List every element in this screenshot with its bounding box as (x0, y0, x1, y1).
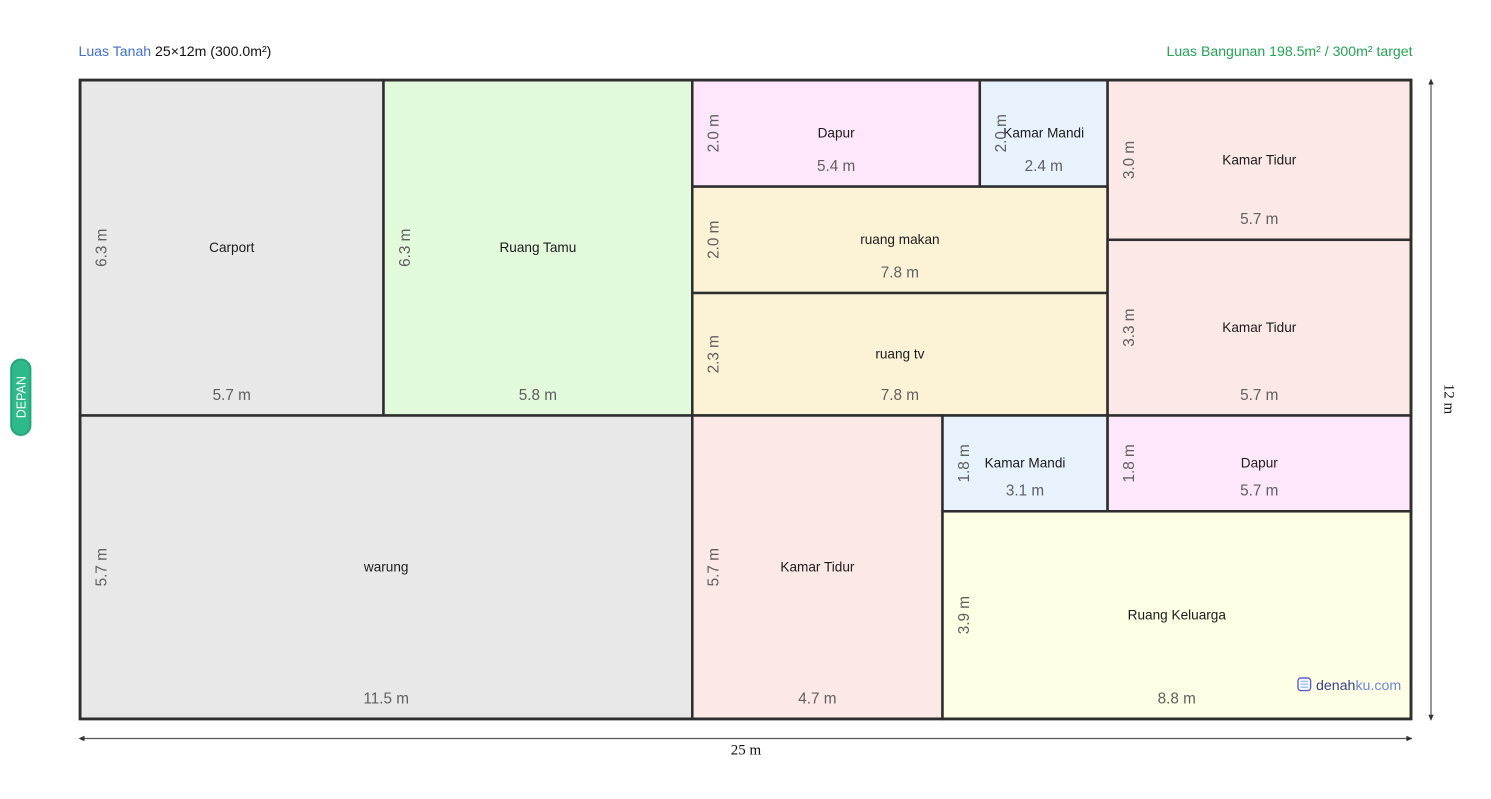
svg-text:3.3 m: 3.3 m (1121, 308, 1138, 346)
svg-text:1.8 m: 1.8 m (1121, 444, 1138, 482)
svg-text:Carport: Carport (209, 240, 255, 255)
svg-text:5.7 m: 5.7 m (706, 548, 723, 586)
svg-text:warung: warung (363, 560, 409, 575)
svg-text:5.7 m: 5.7 m (213, 387, 251, 404)
svg-text:Luas Tanah 25×12m (300.0m²): Luas Tanah 25×12m (300.0m²) (79, 43, 272, 59)
svg-text:2.0 m: 2.0 m (706, 114, 723, 152)
svg-text:1.8 m: 1.8 m (956, 444, 973, 482)
svg-text:Dapur: Dapur (1241, 456, 1278, 471)
svg-text:Kamar Mandi: Kamar Mandi (1003, 126, 1084, 141)
svg-text:6.3 m: 6.3 m (397, 229, 414, 267)
svg-text:4.7 m: 4.7 m (798, 690, 836, 707)
svg-text:25 m: 25 m (731, 743, 762, 759)
svg-text:5.7 m: 5.7 m (1240, 211, 1278, 228)
svg-text:8.8 m: 8.8 m (1158, 690, 1196, 707)
svg-text:5.7 m: 5.7 m (94, 548, 111, 586)
svg-text:3.1 m: 3.1 m (1006, 483, 1044, 500)
svg-text:3.0 m: 3.0 m (1121, 141, 1138, 179)
svg-text:2.0 m: 2.0 m (993, 114, 1010, 152)
svg-text:7.8 m: 7.8 m (881, 264, 919, 281)
svg-text:2.3 m: 2.3 m (706, 335, 723, 373)
svg-text:DEPAN: DEPAN (14, 376, 28, 418)
svg-text:12 m: 12 m (1441, 384, 1457, 415)
svg-text:6.3 m: 6.3 m (94, 229, 111, 267)
svg-text:3.9 m: 3.9 m (956, 596, 973, 634)
svg-text:Kamar Mandi: Kamar Mandi (985, 456, 1066, 471)
svg-text:Ruang Keluarga: Ruang Keluarga (1128, 607, 1227, 622)
svg-text:5.7 m: 5.7 m (1240, 387, 1278, 404)
svg-text:Kamar Tidur: Kamar Tidur (780, 560, 855, 575)
svg-text:Dapur: Dapur (818, 126, 855, 141)
svg-text:5.8 m: 5.8 m (519, 387, 557, 404)
svg-text:ruang tv: ruang tv (875, 347, 924, 362)
svg-text:2.0 m: 2.0 m (706, 221, 723, 259)
svg-text:Kamar Tidur: Kamar Tidur (1222, 152, 1297, 167)
svg-text:2.4 m: 2.4 m (1025, 158, 1063, 175)
svg-text:denahku.com: denahku.com (1316, 678, 1401, 694)
svg-text:Kamar Tidur: Kamar Tidur (1222, 320, 1297, 335)
svg-text:11.5 m: 11.5 m (363, 690, 409, 707)
svg-text:Ruang Tamu: Ruang Tamu (499, 240, 576, 255)
svg-text:ruang makan: ruang makan (860, 232, 939, 247)
svg-text:7.8 m: 7.8 m (881, 387, 919, 404)
svg-text:5.7 m: 5.7 m (1240, 483, 1278, 500)
svg-text:5.4 m: 5.4 m (817, 158, 855, 175)
svg-text:Luas Bangunan 198.5m² / 300m²: Luas Bangunan 198.5m² / 300m² target (1166, 43, 1412, 59)
